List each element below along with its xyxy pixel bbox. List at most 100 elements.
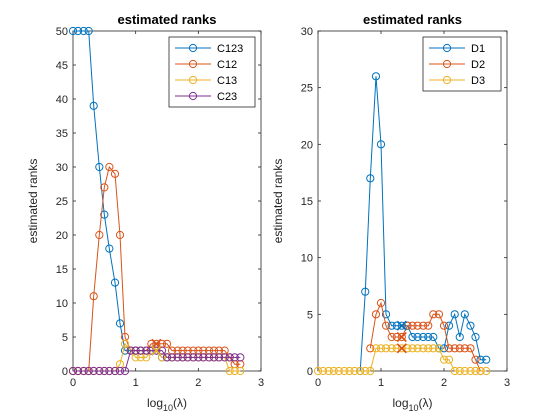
selected-marker	[396, 343, 407, 354]
data-point	[403, 344, 412, 353]
data-point	[183, 353, 192, 362]
selected-marker	[151, 345, 162, 356]
legend-label: C123	[217, 43, 243, 55]
cross-stroke	[396, 343, 407, 354]
data-point	[419, 321, 428, 330]
data-point	[142, 346, 151, 355]
y-tick-label: 15	[301, 196, 313, 208]
data-point	[392, 321, 401, 330]
data-point	[173, 353, 182, 362]
data-point	[371, 344, 381, 353]
data-point	[439, 355, 449, 364]
data-point	[413, 344, 422, 353]
legend-label: C23	[217, 91, 237, 103]
data-point	[387, 344, 396, 353]
data-point	[476, 355, 485, 364]
data-point	[466, 366, 475, 376]
y-tick-label: 20	[56, 230, 68, 242]
data-point	[397, 321, 406, 330]
data-point	[178, 353, 187, 362]
data-point	[387, 321, 396, 330]
legend-label: D1	[471, 43, 485, 55]
data-point	[429, 344, 438, 353]
data-point	[371, 310, 381, 319]
data-point	[381, 310, 391, 319]
data-point	[413, 332, 422, 342]
data-point	[230, 353, 239, 362]
data-point	[95, 366, 104, 376]
data-point	[444, 344, 454, 353]
data-point	[439, 344, 449, 353]
series-D3	[313, 344, 491, 376]
legend-label: C12	[217, 59, 237, 71]
data-point	[444, 321, 454, 330]
x-tick-label: 2	[195, 377, 201, 389]
data-point	[419, 332, 428, 342]
data-point	[340, 366, 349, 376]
data-point	[361, 366, 370, 376]
data-point	[318, 366, 328, 376]
legend-box	[168, 36, 256, 108]
series-line	[359, 76, 487, 372]
data-point	[220, 353, 229, 362]
data-point	[115, 366, 125, 376]
data-point	[471, 355, 480, 364]
data-point	[225, 353, 234, 362]
legend: C123 C12 C13 C23	[168, 36, 256, 108]
data-point	[120, 339, 130, 348]
data-point	[450, 344, 459, 353]
cross-stroke	[396, 320, 407, 331]
data-point	[439, 321, 449, 330]
data-point	[225, 366, 234, 376]
chart-title: estimated ranks	[118, 12, 217, 27]
y-tick-label: 30	[301, 26, 313, 38]
y-tick-label: 30	[56, 162, 68, 174]
y-tick-label: 25	[56, 196, 68, 208]
data-point	[147, 346, 156, 355]
x-axis-label: log10(λ)	[147, 396, 187, 413]
chart-title: estimated ranks	[363, 12, 462, 27]
data-point	[434, 344, 444, 353]
legend: D1 D2 D3	[422, 36, 502, 92]
data-point	[79, 366, 88, 376]
data-point	[408, 344, 417, 353]
data-point	[345, 366, 354, 376]
data-point	[460, 310, 469, 319]
y-tick-label: 25	[301, 83, 313, 95]
data-point	[115, 230, 125, 240]
data-point	[466, 344, 475, 353]
legend-swatch-marker	[188, 91, 198, 101]
y-tick-label: 5	[307, 309, 313, 321]
data-point	[110, 169, 120, 178]
data-point	[460, 366, 469, 376]
data-point	[89, 101, 98, 110]
data-point	[68, 366, 78, 376]
data-point	[105, 162, 114, 172]
data-point	[361, 287, 370, 296]
x-tick-label: 1	[133, 377, 139, 389]
selected-marker	[396, 331, 407, 343]
data-point	[230, 366, 239, 376]
data-point	[236, 366, 245, 376]
data-point	[100, 183, 109, 192]
data-point	[482, 366, 491, 376]
data-point	[152, 346, 161, 355]
data-point	[381, 344, 391, 353]
selected-marker	[396, 320, 407, 331]
data-point	[84, 26, 93, 36]
legend-label: D2	[471, 59, 485, 71]
data-point	[371, 72, 381, 81]
legend-swatch-marker	[442, 59, 452, 69]
data-point	[460, 344, 469, 353]
data-point	[392, 344, 401, 353]
data-point	[194, 353, 203, 362]
data-point	[387, 332, 396, 342]
y-tick-label: 20	[301, 139, 313, 151]
data-point	[429, 310, 438, 319]
data-point	[136, 346, 145, 355]
data-point	[209, 353, 219, 362]
data-point	[199, 353, 208, 362]
data-point	[424, 344, 433, 353]
data-point	[424, 321, 433, 330]
data-point	[408, 332, 417, 342]
